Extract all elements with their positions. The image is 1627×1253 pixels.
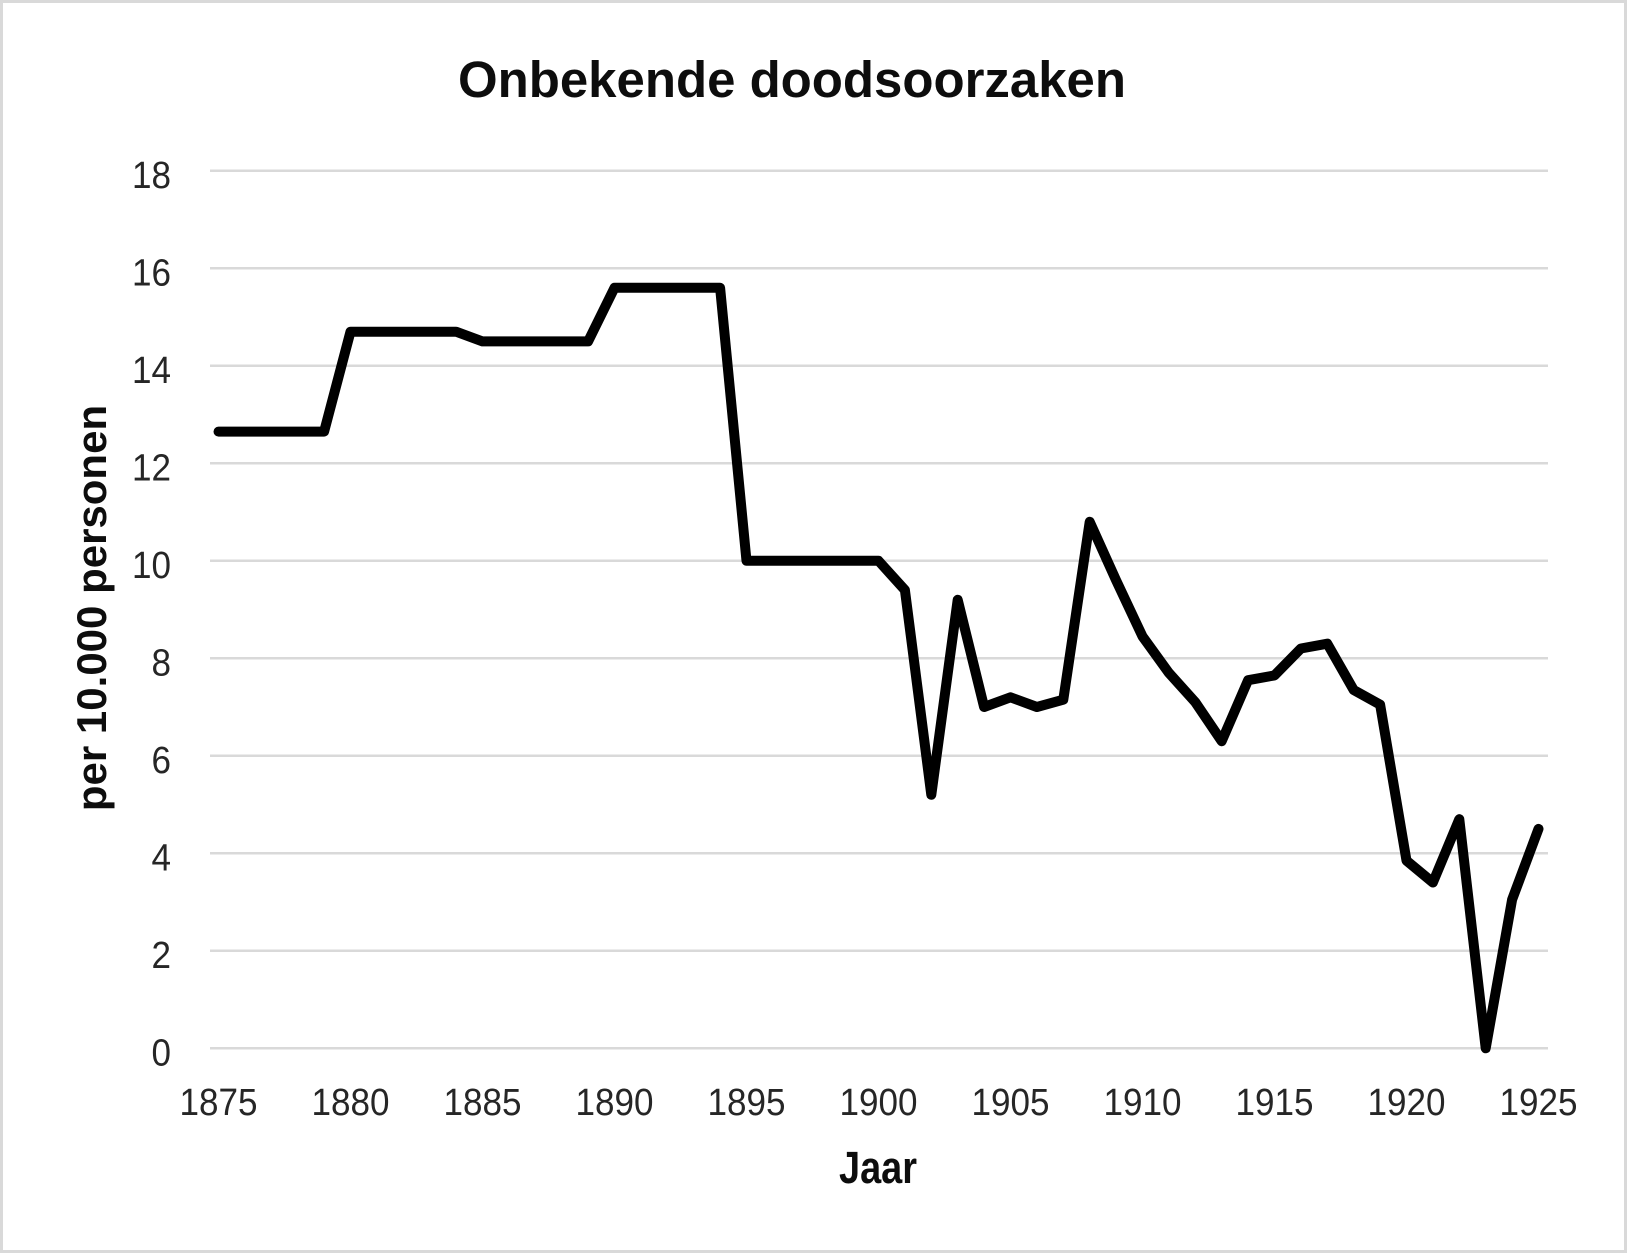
x-tick-label: 1880 xyxy=(312,1082,390,1124)
x-tick-label: 1875 xyxy=(180,1082,258,1124)
x-axis-tick-labels: 1875 1880 1885 1890 1895 1900 1905 1910 1915 1920… xyxy=(180,1082,1578,1124)
y-tick-label: 8 xyxy=(152,642,172,684)
y-tick-label: 10 xyxy=(132,545,171,587)
chart-title: Onbekende doodsoorzaken xyxy=(458,51,1126,108)
x-axis-title: Jaar xyxy=(839,1142,917,1193)
x-tick-label: 1925 xyxy=(1500,1082,1578,1124)
x-tick-label: 1900 xyxy=(840,1082,918,1124)
x-tick-label: 1915 xyxy=(1236,1082,1314,1124)
x-tick-label: 1905 xyxy=(972,1082,1050,1124)
y-tick-label: 18 xyxy=(132,155,171,197)
series-line xyxy=(213,282,1544,1054)
y-tick-label: 6 xyxy=(152,740,172,782)
y-tick-label: 2 xyxy=(152,935,172,977)
y-tick-label: 0 xyxy=(152,1032,172,1074)
x-tick-label: 1920 xyxy=(1368,1082,1446,1124)
y-tick-label: 12 xyxy=(132,447,171,489)
y-axis-tick-labels: 0 2 4 6 8 10 12 14 16 18 xyxy=(132,155,171,1075)
y-tick-label: 14 xyxy=(132,350,171,392)
y-axis-title: per 10.000 personen xyxy=(68,405,115,811)
x-tick-label: 1885 xyxy=(444,1082,522,1124)
y-tick-label: 4 xyxy=(152,837,172,879)
y-tick-label: 16 xyxy=(132,252,171,294)
x-tick-label: 1895 xyxy=(708,1082,786,1124)
x-tick-label: 1890 xyxy=(576,1082,654,1124)
x-tick-label: 1910 xyxy=(1104,1082,1182,1124)
